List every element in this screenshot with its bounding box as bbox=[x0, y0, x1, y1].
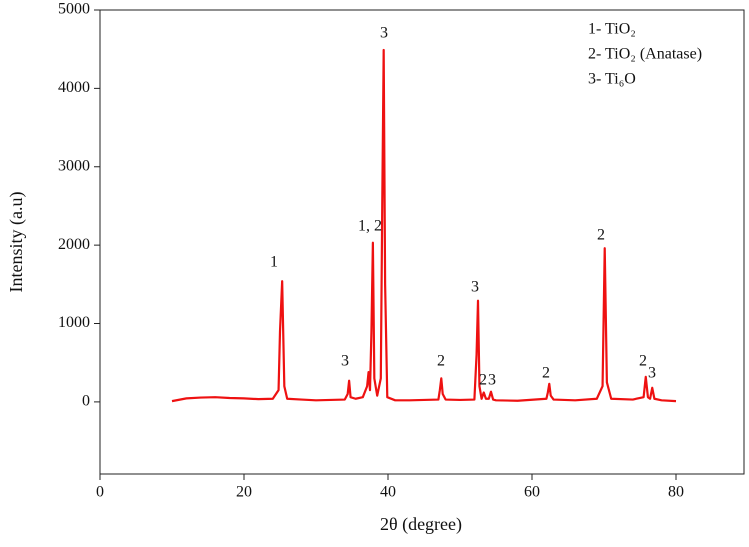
y-tick-label: 3000 bbox=[58, 157, 90, 174]
peak-label: 2 bbox=[597, 227, 605, 244]
x-tick-label: 60 bbox=[524, 484, 540, 501]
x-tick-label: 80 bbox=[668, 484, 684, 501]
data-line bbox=[171, 48, 677, 403]
peak-label: 1, 2 bbox=[358, 218, 382, 235]
peak-label: 2 bbox=[542, 365, 550, 382]
legend-entry: 3- Ti₆O bbox=[588, 71, 636, 88]
x-tick-label: 20 bbox=[236, 484, 252, 501]
peak-label: 3 bbox=[488, 372, 496, 389]
y-tick-label: 5000 bbox=[58, 1, 90, 18]
peak-label: 3 bbox=[471, 279, 479, 296]
peak-label: 2 bbox=[639, 353, 647, 370]
peak-label: 3 bbox=[380, 25, 388, 42]
plot-frame bbox=[99, 9, 745, 475]
y-tick-label: 1000 bbox=[58, 314, 90, 331]
legend-entry: 2- TiO₂ (Anatase) bbox=[588, 46, 702, 63]
peak-label: 2 bbox=[437, 353, 445, 370]
x-tick-label: 0 bbox=[96, 484, 104, 501]
y-axis-label: Intensity (a.u) bbox=[6, 192, 27, 293]
y-tick-label: 0 bbox=[82, 393, 90, 410]
y-tick-label: 2000 bbox=[58, 236, 90, 253]
peak-label: 2 bbox=[479, 372, 487, 389]
legend-entry: 1- TiO₂ bbox=[588, 21, 636, 38]
peak-label: 1 bbox=[270, 254, 278, 271]
x-axis-label: 2θ (degree) bbox=[380, 514, 462, 535]
y-tick-label: 4000 bbox=[58, 79, 90, 96]
peak-label: 3 bbox=[341, 353, 349, 370]
peak-label: 3 bbox=[648, 365, 656, 382]
x-tick-label: 40 bbox=[380, 484, 396, 501]
